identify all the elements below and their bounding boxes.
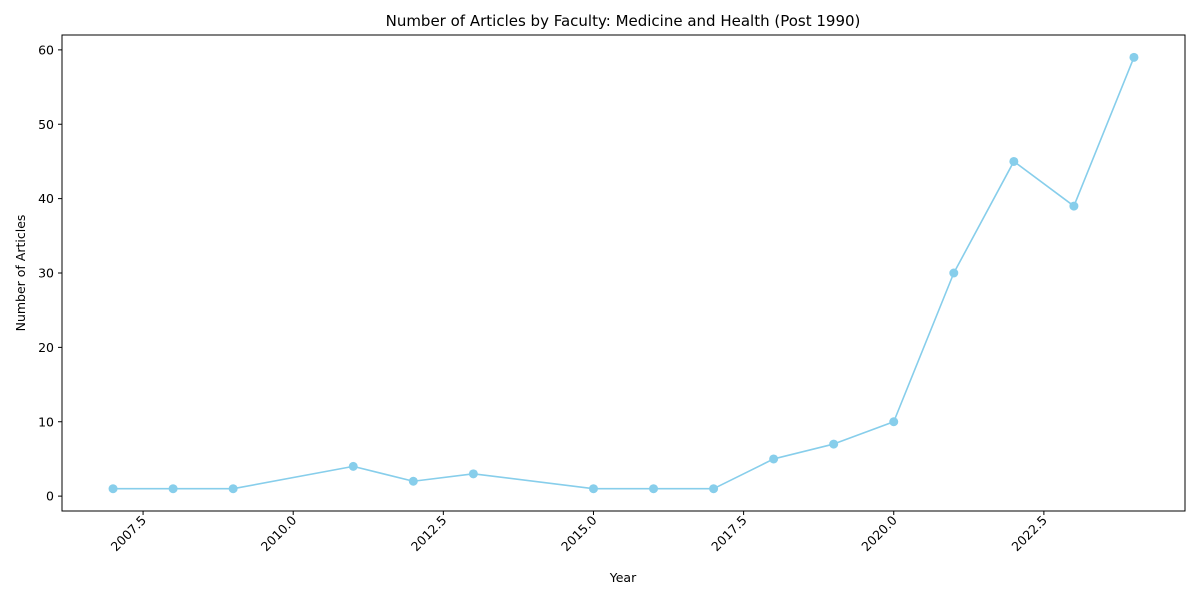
chart-title: Number of Articles by Faculty: Medicine …	[386, 12, 861, 30]
x-tick-label: 2017.5	[708, 513, 750, 555]
data-point	[468, 469, 478, 479]
y-tick-label: 50	[38, 117, 54, 132]
series-line	[113, 57, 1135, 490]
x-tick-label: 2012.5	[408, 513, 450, 555]
data-point	[949, 268, 959, 278]
data-point	[769, 454, 779, 464]
x-tick-label: 2015.0	[558, 512, 600, 554]
y-tick-label: 10	[38, 414, 54, 429]
data-point	[1069, 201, 1079, 211]
plot-area: 0 10 20 30 40 50 60 2007.5 2010.0 2012.5 2015.0 201…	[38, 34, 1186, 555]
y-tick-label: 40	[38, 191, 54, 206]
data-point	[829, 439, 839, 449]
x-axis-label: Year	[609, 570, 637, 585]
x-tick-label: 2020.0	[858, 512, 900, 554]
y-axis-label: Number of Articles	[13, 215, 28, 332]
data-point	[1009, 156, 1019, 166]
data-point	[649, 484, 659, 494]
data-point	[348, 461, 358, 471]
plot-frame	[61, 34, 1186, 512]
x-tick-label: 2022.5	[1008, 513, 1050, 555]
data-point	[108, 484, 118, 494]
data-point	[1129, 52, 1139, 62]
data-point	[228, 484, 238, 494]
y-tick-label: 60	[38, 42, 54, 57]
y-tick-label: 20	[38, 340, 54, 355]
data-point	[889, 417, 899, 427]
y-tick-label: 0	[46, 489, 54, 504]
data-point	[709, 484, 719, 494]
y-tick-label: 30	[38, 266, 54, 281]
data-point	[588, 484, 598, 494]
data-point	[408, 476, 418, 486]
x-tick-label: 2007.5	[108, 513, 150, 555]
x-tick-label: 2010.0	[258, 512, 300, 554]
data-point	[168, 484, 178, 494]
